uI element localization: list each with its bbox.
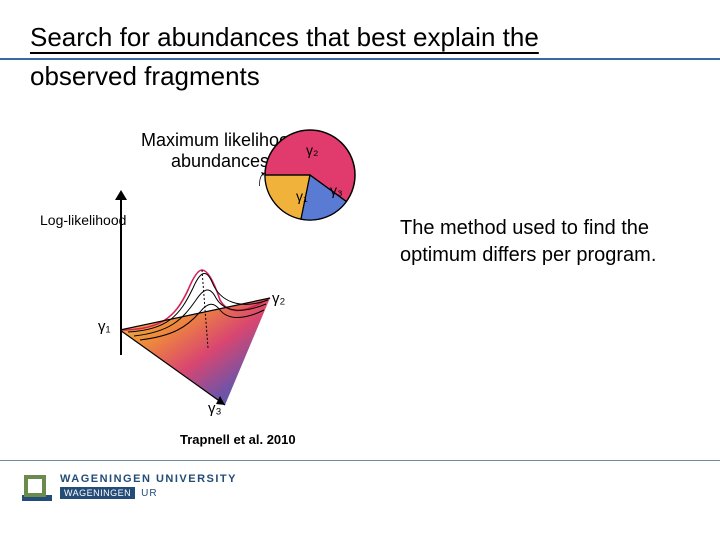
likelihood-surface: [120, 210, 290, 420]
axis-gamma-3-label: γ₃: [208, 400, 222, 417]
footer-divider: [0, 460, 720, 461]
pie-gamma-3-label: γ₃: [330, 182, 343, 198]
figure-title-line-2: abundances: [171, 151, 269, 171]
wageningen-logo-icon: [22, 473, 52, 503]
pie-gamma-2-label: γ₂: [306, 142, 318, 158]
footer-logo: WAGENINGEN UNIVERSITY WAGENINGEN UR: [22, 473, 237, 503]
citation: Trapnell et al. 2010: [180, 432, 296, 447]
footer-ur-box: WAGENINGEN: [60, 487, 135, 499]
title-line-1: Search for abundances that best explain …: [30, 22, 670, 53]
pie-gamma-1-label: γ₁: [296, 188, 308, 204]
explanation-text: The method used to find the optimum diff…: [400, 215, 680, 269]
footer-ur-suffix: UR: [141, 488, 157, 499]
axis-gamma-1-label: γ₁: [98, 318, 111, 335]
footer-university-name: WAGENINGEN UNIVERSITY: [60, 473, 237, 485]
title-line-2: observed fragments: [30, 61, 670, 92]
title-underline: [0, 58, 720, 60]
slide-title: Search for abundances that best explain …: [30, 22, 670, 92]
footer-logo-text: WAGENINGEN UNIVERSITY WAGENINGEN UR: [60, 473, 237, 499]
y-axis-label: Log-likelihood: [40, 212, 126, 228]
axis-gamma-2-label: γ₂: [272, 290, 285, 307]
y-axis-arrow-icon: [115, 190, 127, 200]
plot-area: Log-likelihood: [120, 200, 275, 355]
footer-ur-row: WAGENINGEN UR: [60, 487, 237, 499]
likelihood-figure: Maximum likelihood abundances Log-likeli…: [60, 130, 380, 420]
